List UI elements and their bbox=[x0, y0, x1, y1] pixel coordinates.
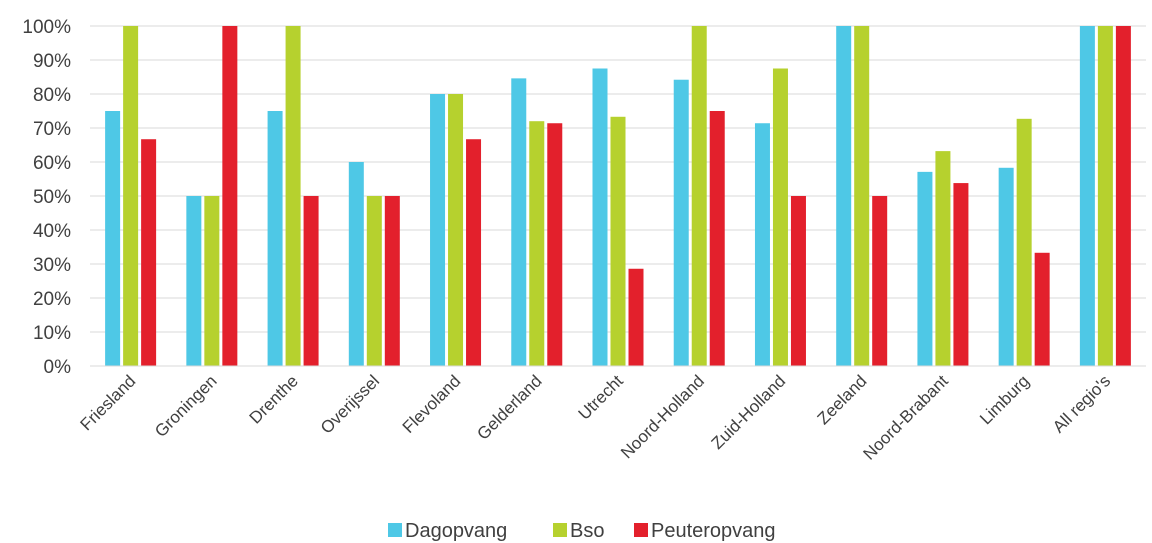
y-tick-label: 70% bbox=[33, 119, 71, 140]
y-tick-label: 100% bbox=[22, 17, 71, 38]
y-tick-label: 50% bbox=[33, 187, 71, 208]
bar bbox=[105, 111, 121, 366]
legend: Dagopvang Bso Peuteropvang bbox=[388, 520, 776, 542]
bar bbox=[754, 123, 770, 367]
bar bbox=[466, 139, 482, 366]
x-tick-label: Overijssel bbox=[317, 371, 383, 437]
x-axis-labels: Friesland Groningen Drenthe Overijssel Flevo… bbox=[77, 371, 1115, 463]
x-tick-label: Gelderland bbox=[473, 371, 545, 443]
legend-swatch bbox=[388, 523, 402, 537]
bar bbox=[709, 111, 725, 366]
bar bbox=[303, 196, 319, 366]
bar bbox=[592, 68, 608, 366]
bar bbox=[917, 171, 933, 366]
bar bbox=[186, 196, 202, 366]
bar bbox=[998, 167, 1014, 366]
x-tick-label: Drenthe bbox=[246, 371, 302, 427]
bar bbox=[222, 26, 238, 366]
bar bbox=[691, 26, 707, 366]
bar bbox=[267, 111, 283, 366]
bar bbox=[529, 121, 545, 366]
legend-label: Bso bbox=[570, 520, 604, 542]
bar bbox=[953, 183, 969, 366]
bar bbox=[772, 68, 788, 366]
y-tick-label: 90% bbox=[33, 51, 71, 72]
bar bbox=[628, 268, 644, 366]
bar bbox=[673, 79, 689, 366]
y-tick-label: 30% bbox=[33, 255, 71, 276]
bar bbox=[1079, 26, 1095, 366]
bar bbox=[1016, 118, 1032, 366]
y-tick-label: 40% bbox=[33, 221, 71, 242]
y-tick-label: 60% bbox=[33, 153, 71, 174]
bar bbox=[854, 26, 870, 366]
legend-label: Dagopvang bbox=[405, 520, 507, 542]
legend-swatch bbox=[634, 523, 648, 537]
x-tick-label: Noord-Holland bbox=[617, 371, 708, 462]
bars bbox=[105, 26, 1131, 367]
bar bbox=[511, 78, 527, 367]
x-tick-label: Limburg bbox=[976, 371, 1033, 428]
legend-label: Peuteropvang bbox=[651, 520, 776, 542]
x-tick-label: Noord-Brabant bbox=[859, 371, 951, 463]
y-tick-label: 80% bbox=[33, 85, 71, 106]
bar bbox=[430, 94, 446, 366]
y-tick-label: 20% bbox=[33, 289, 71, 310]
bar bbox=[366, 196, 382, 366]
x-tick-label: All regio's bbox=[1049, 371, 1114, 436]
bar bbox=[935, 151, 951, 366]
legend-swatch bbox=[553, 523, 567, 537]
x-tick-label: Flevoland bbox=[399, 371, 465, 437]
x-tick-label: Friesland bbox=[77, 371, 140, 434]
x-tick-label: Utrecht bbox=[575, 371, 627, 423]
x-tick-label: Zeeland bbox=[814, 371, 871, 428]
y-tick-label: 10% bbox=[33, 323, 71, 344]
bar bbox=[790, 196, 806, 366]
bar bbox=[1034, 252, 1050, 366]
bar bbox=[547, 123, 563, 367]
bar bbox=[448, 94, 464, 366]
bar bbox=[141, 139, 157, 366]
bar bbox=[836, 26, 852, 366]
bar bbox=[348, 162, 364, 366]
bar bbox=[872, 196, 888, 366]
bar bbox=[123, 26, 139, 366]
y-axis-ticks: 0% 10% 20% 30% 40% 50% 60% 70% 80% 90% 100% bbox=[22, 17, 71, 378]
bar bbox=[1115, 26, 1131, 366]
y-tick-label: 0% bbox=[44, 357, 72, 378]
x-tick-label: Zuid-Holland bbox=[708, 371, 790, 453]
bar bbox=[204, 196, 220, 366]
bar bbox=[610, 116, 626, 366]
bar bbox=[285, 26, 301, 366]
bar bbox=[384, 196, 400, 366]
x-tick-label: Groningen bbox=[151, 371, 221, 441]
bar bbox=[1097, 26, 1113, 366]
